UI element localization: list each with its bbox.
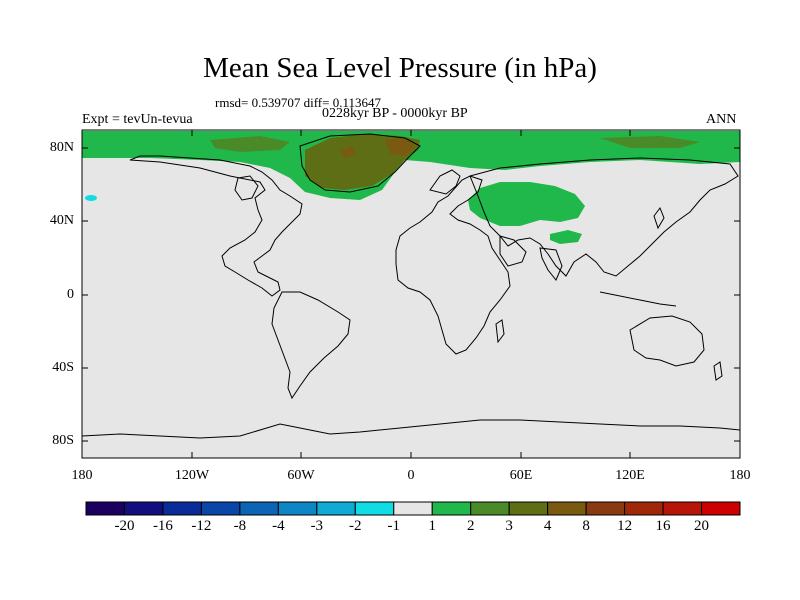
colorbar-label: 20: [694, 518, 710, 534]
lon-tick-label: 60E: [509, 468, 533, 483]
colorbar-box: [624, 501, 664, 516]
arctic-positive-region-strong: [210, 136, 290, 152]
greenland-positive-region-core-2: [340, 146, 356, 158]
colorbar-label: -3: [310, 518, 324, 534]
colorbar-box: [239, 501, 279, 516]
period-label: 0228kyr BP - 0000kyr BP: [322, 106, 468, 121]
coast-hudson-bay: [234, 175, 259, 201]
map-background: [82, 130, 740, 458]
colorbar-box: [277, 501, 318, 516]
coast-north-america: [129, 155, 303, 297]
colorbar-label: 3: [505, 518, 513, 534]
colorbar-box: [316, 501, 356, 516]
colorbar-label: -20: [114, 518, 135, 534]
colorbar-label: 4: [543, 518, 552, 534]
colorbar-box: [585, 501, 626, 516]
colorbar-label: 16: [655, 518, 671, 534]
colorbar-box: [85, 501, 125, 516]
colorbar-box: [508, 501, 549, 516]
colorbar-box: [354, 501, 395, 516]
arctic-positive-region-siberia: [600, 136, 700, 148]
lat-tick-label: 80S: [52, 433, 74, 448]
colorbar-label: -1: [387, 518, 401, 534]
coast-indonesia: [599, 291, 677, 307]
coast-south-america: [271, 291, 351, 400]
lon-tick-label: 180: [71, 468, 93, 483]
colorbar-label: 2: [466, 518, 475, 534]
colorbar-box: [547, 501, 587, 516]
lon-tick-label: 120E: [615, 468, 645, 483]
coastlines: [81, 133, 741, 439]
statistics-label: rmsd= 0.539707 diff= 0.113647: [215, 95, 381, 110]
colorbar: [85, 501, 741, 516]
tibet-positive-region: [550, 230, 582, 244]
lat-tick-label: 0: [67, 287, 74, 302]
lon-tick-label: 0: [407, 468, 415, 483]
coast-madagascar: [495, 319, 505, 344]
colorbar-label: -16: [152, 518, 173, 534]
colorbar-box: [162, 501, 202, 516]
colorbar-box: [393, 501, 433, 516]
coast-greenland: [299, 133, 421, 193]
axis-ticks: [81, 130, 741, 458]
colorbar-label: -4: [272, 518, 285, 534]
pacific-negative-spot: [85, 195, 97, 201]
lat-tick-label: 80N: [49, 140, 74, 155]
experiment-label: Expt = tevUn-tevua: [82, 112, 193, 127]
coast-antarctica: [81, 419, 741, 439]
colorbar-box: [662, 501, 703, 516]
map-title: Mean Sea Level Pressure (in hPa): [203, 52, 597, 84]
coast-new-zealand: [713, 361, 723, 381]
coast-europe-africa: [395, 175, 511, 355]
colorbar-label: 1: [428, 518, 436, 534]
colorbar-box: [123, 501, 164, 516]
coast-scandinavia: [429, 169, 461, 195]
coast-japan: [653, 206, 665, 230]
coast-asia: [469, 157, 739, 277]
lat-tick-label: 40S: [52, 360, 74, 375]
colorbar-box: [470, 501, 510, 516]
lon-tick-label: 120W: [174, 468, 210, 483]
colorbar-label: 8: [582, 518, 590, 534]
season-label: ANN: [706, 112, 737, 127]
lon-tick-label: 180: [729, 468, 751, 483]
lat-tick-label: 40N: [49, 213, 74, 228]
colorbar-label: 12: [617, 518, 633, 534]
colorbar-label: -8: [233, 518, 247, 534]
lon-tick-label: 60W: [287, 468, 315, 483]
coast-india: [539, 247, 563, 281]
colorbar-box: [431, 501, 472, 516]
colorbar-box: [200, 501, 241, 516]
colorbar-label: -2: [349, 518, 362, 534]
asia-positive-region: [468, 182, 585, 226]
greenland-positive-region-core: [385, 138, 415, 156]
colorbar-box: [701, 501, 741, 516]
coast-arabia: [499, 235, 527, 267]
colorbar-label: -12: [191, 518, 212, 534]
coast-australia: [629, 315, 705, 367]
